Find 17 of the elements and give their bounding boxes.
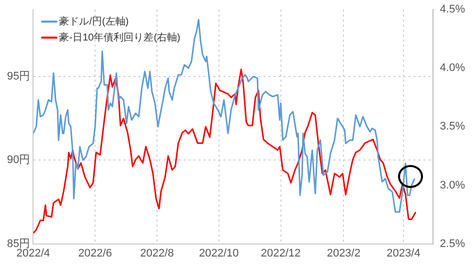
y2-tick-label: 3.0% — [440, 179, 466, 192]
x-tick-label: 2022/4 — [16, 247, 50, 260]
x-tick-label: 2022/10 — [198, 247, 239, 260]
y2-tick-label: 2.5% — [440, 238, 466, 250]
y2-tick-label: 4.5% — [440, 4, 466, 16]
x-tick-label: 2022/12 — [260, 247, 301, 260]
legend-label: 豪-日10年債利回り差(右軸) — [59, 31, 180, 44]
y-tick-label: 95円 — [6, 70, 30, 83]
y-tick-label: 85円 — [6, 238, 30, 250]
y2-tick-label: 3.5% — [440, 120, 466, 133]
legend-label: 豪ドル/円(左軸) — [59, 15, 129, 28]
x-tick-label: 2022/8 — [140, 247, 174, 260]
y-tick-label: 90円 — [6, 154, 30, 166]
x-tick-label: 2023/2 — [326, 247, 360, 260]
x-tick-label: 2022/6 — [78, 247, 112, 260]
y2-tick-label: 4.0% — [440, 62, 466, 74]
x-tick-label: 2023/4 — [386, 247, 420, 260]
